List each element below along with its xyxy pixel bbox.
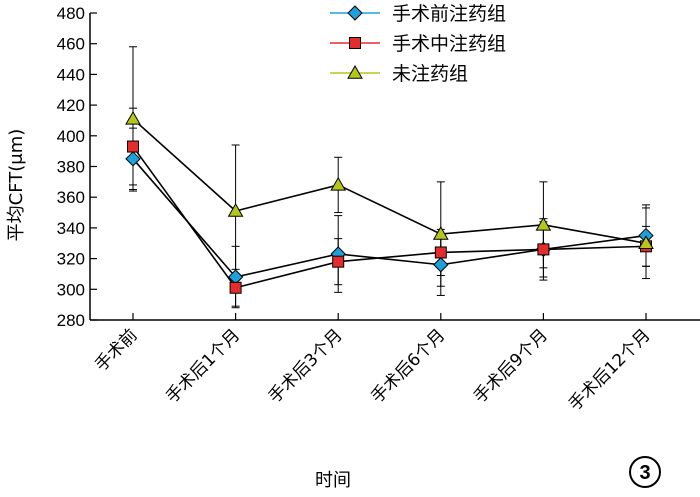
data-point-triangle bbox=[347, 64, 363, 79]
x-category-label: 手术前 bbox=[91, 325, 141, 375]
data-point-square bbox=[332, 255, 345, 268]
data-point-diamond bbox=[433, 257, 449, 273]
y-tick-label: 340 bbox=[57, 219, 85, 238]
data-point-triangle bbox=[535, 216, 552, 231]
legend-label: 手术前注药组 bbox=[392, 3, 506, 25]
y-axis-ticks: 280 300 320 340 360 380 400 420 440 460 480 bbox=[57, 4, 97, 330]
data-point-square bbox=[537, 243, 550, 256]
y-tick-label: 400 bbox=[57, 127, 85, 146]
panel-badge-circle bbox=[629, 456, 661, 488]
data-point-triangle bbox=[227, 203, 244, 217]
data-point-diamond bbox=[125, 151, 141, 167]
legend-label: 手术中注药组 bbox=[392, 33, 506, 55]
data-point-square bbox=[229, 281, 242, 294]
error-bars bbox=[129, 107, 650, 307]
x-category-label: 手术后1个月 bbox=[162, 325, 244, 407]
data-point-square bbox=[434, 246, 447, 259]
series-markers bbox=[125, 151, 654, 285]
x-category-label: 手术后6个月 bbox=[367, 325, 449, 407]
data-point-triangle bbox=[125, 110, 141, 125]
y-tick-label: 300 bbox=[57, 280, 85, 299]
data-point-square bbox=[349, 37, 361, 49]
x-category-label: 手术后3个月 bbox=[265, 325, 347, 407]
x-category-label: 手术后9个月 bbox=[470, 325, 552, 407]
y-tick-label: 380 bbox=[57, 158, 85, 177]
y-tick-label: 440 bbox=[57, 65, 85, 84]
data-point-diamond bbox=[347, 5, 363, 21]
data-point-square bbox=[127, 140, 139, 153]
series-line bbox=[132, 158, 647, 278]
series-markers bbox=[125, 110, 654, 249]
series-layer bbox=[125, 46, 654, 309]
legend-label: 未注药组 bbox=[392, 63, 468, 85]
y-tick-label: 360 bbox=[57, 188, 85, 207]
data-point-triangle bbox=[432, 226, 449, 240]
x-category-label: 手术后12个月 bbox=[565, 325, 655, 415]
panel-badge: 3 bbox=[629, 456, 661, 488]
y-tick-label: 460 bbox=[57, 35, 85, 54]
series-line bbox=[132, 118, 647, 245]
y-tick-label: 280 bbox=[57, 311, 85, 330]
series-markers bbox=[127, 140, 652, 294]
y-tick-label: 480 bbox=[57, 4, 85, 23]
y-tick-label: 420 bbox=[57, 96, 85, 115]
y-tick-label: 320 bbox=[57, 250, 85, 269]
panel-badge-label: 3 bbox=[639, 462, 650, 484]
chart-axes bbox=[89, 13, 700, 321]
data-point-triangle bbox=[330, 176, 347, 191]
error-bars bbox=[129, 127, 650, 309]
series-line bbox=[132, 146, 647, 289]
data-point-triangle bbox=[638, 235, 654, 249]
y-axis-title: 平均CFT(μm) bbox=[6, 129, 27, 242]
x-axis-ticks: 手术前 手术后1个月 手术后3个月 手术后6个月 手术后9个月 手术后12个月 bbox=[91, 313, 655, 415]
x-axis-title: 时间 bbox=[315, 470, 351, 491]
error-bars bbox=[129, 46, 650, 287]
